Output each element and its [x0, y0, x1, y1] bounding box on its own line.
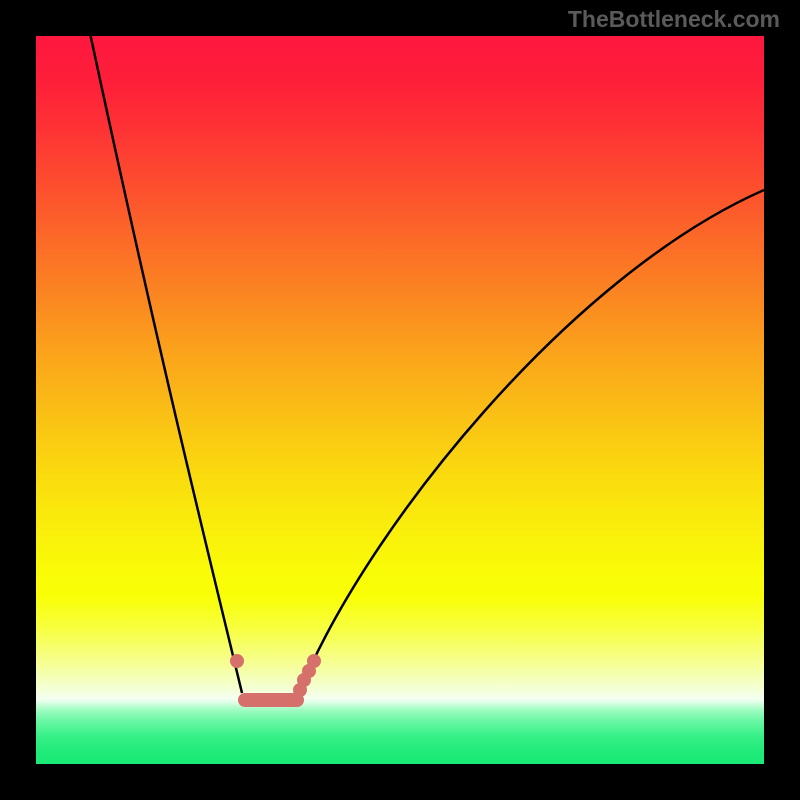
marker-dot: [307, 654, 321, 668]
bottleneck-curve-left: [90, 33, 242, 693]
chart-container: TheBottleneck.com: [0, 0, 800, 800]
markers-group: [230, 654, 321, 707]
marker-dot: [230, 654, 244, 668]
bottleneck-curve-right: [299, 190, 764, 693]
watermark-text: TheBottleneck.com: [568, 6, 780, 33]
marker-bar: [238, 693, 304, 707]
overlay-svg: [0, 0, 800, 800]
